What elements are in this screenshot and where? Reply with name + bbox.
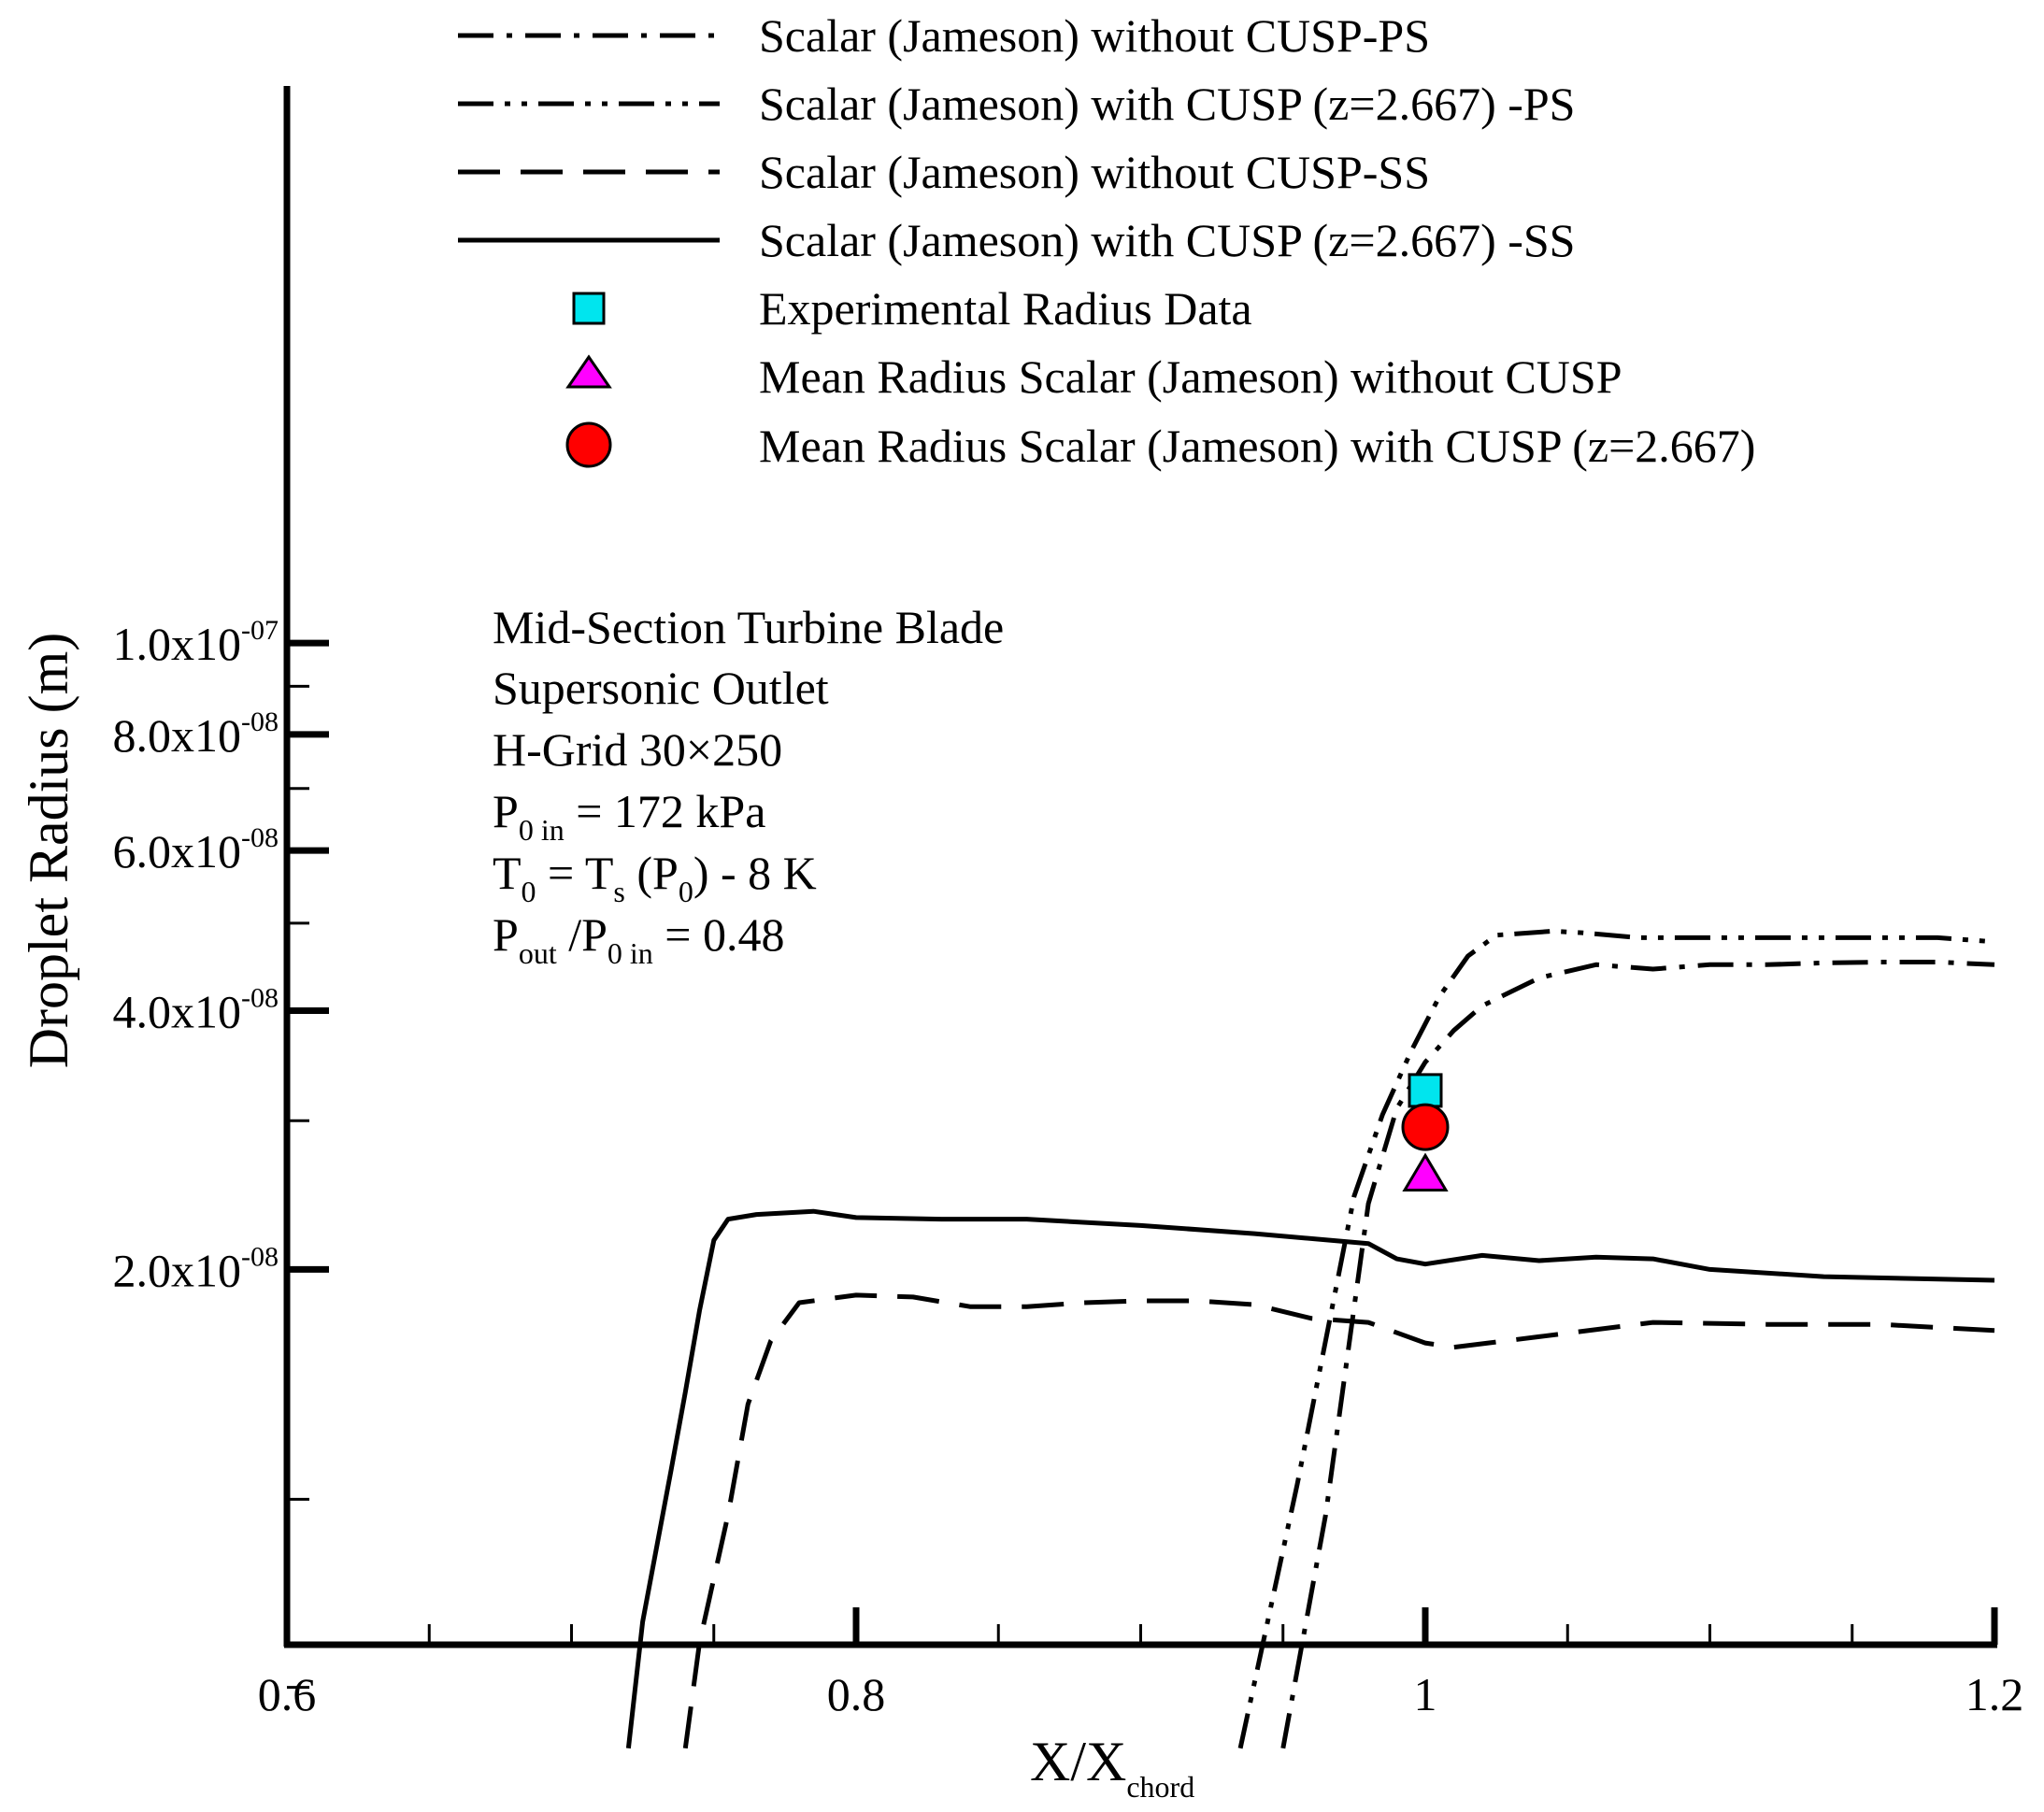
marker-mean-with-cusp-circle — [1401, 1103, 1450, 1151]
marker-group — [1401, 1073, 1450, 1191]
legend-label-without-cusp-ss: Scalar (Jameson) without CUSP-SS — [759, 146, 1430, 198]
x-ticks: 0.6 0.8 1 1.2 — [258, 1607, 2024, 1720]
y-ticks: 2.0x10-08 4.0x10-08 6.0x10-08 8.0x10-08 1.0x… — [113, 615, 329, 1690]
annotation-line-t0: T0 = Ts (P0) - 8 K — [493, 847, 817, 908]
annotation-text: Mid-Section Turbine Blade Supersonic Out… — [493, 601, 1004, 970]
annotation-line-pressure-ratio: Pout /P0 in = 0.48 — [493, 908, 785, 970]
x-tick-label: 0.8 — [827, 1668, 886, 1720]
y-axis-title: Droplet Radius (m) — [18, 633, 79, 1069]
marker-experimental-square — [1408, 1073, 1443, 1108]
legend-label-mean-without-cusp: Mean Radius Scalar (Jameson) without CUS… — [759, 350, 1622, 403]
series-group — [625, 928, 1995, 1749]
legend-marker-experimental-square — [572, 292, 606, 325]
legend-label-experimental: Experimental Radius Data — [759, 282, 1252, 335]
y-tick-label: 2.0x10-08 — [113, 1241, 279, 1296]
y-tick-label: 1.0x10-07 — [113, 615, 279, 670]
series-line-0 — [1280, 960, 1995, 1749]
legend-marker-mean-without-cusp-triangle — [565, 354, 612, 389]
legend-label-with-cusp-ss: Scalar (Jameson) with CUSP (z=2.667) -SS — [759, 214, 1576, 266]
legend-label-with-cusp-ps: Scalar (Jameson) with CUSP (z=2.667) -PS — [759, 78, 1576, 130]
series-line-3 — [625, 1208, 1995, 1749]
legend-marker-mean-with-cusp-circle — [565, 421, 612, 468]
annotation-line-blade: Mid-Section Turbine Blade — [493, 601, 1004, 653]
series-line-2 — [682, 1292, 1995, 1749]
x-tick-label: 0.6 — [258, 1668, 317, 1720]
x-axis-title: X/Xchord — [1030, 1731, 1194, 1804]
marker-mean-without-cusp-triangle — [1402, 1152, 1449, 1191]
y-tick-label: 6.0x10-08 — [113, 822, 279, 877]
x-tick-label: 1.2 — [1965, 1668, 2024, 1720]
y-tick-label: 4.0x10-08 — [113, 982, 279, 1037]
legend-label-mean-with-cusp: Mean Radius Scalar (Jameson) with CUSP (… — [759, 420, 1755, 472]
legend: Scalar (Jameson) without CUSP-PS Scalar … — [458, 9, 1755, 472]
series-line-1 — [1237, 928, 1995, 1749]
x-tick-label: 1 — [1414, 1668, 1437, 1720]
annotation-line-grid: H-Grid 30×250 — [493, 723, 782, 776]
annotation-line-p0in: P0 in = 172 kPa — [493, 785, 765, 847]
annotation-line-outlet: Supersonic Outlet — [493, 662, 829, 714]
legend-label-without-cusp-ps: Scalar (Jameson) without CUSP-PS — [759, 9, 1430, 62]
y-tick-label: 8.0x10-08 — [113, 706, 279, 762]
